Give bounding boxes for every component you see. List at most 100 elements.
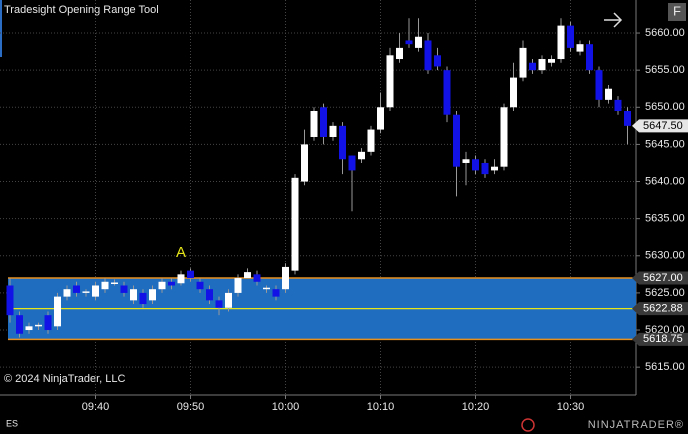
x-tick-label: 10:00 xyxy=(272,401,300,413)
candle-body xyxy=(139,292,147,305)
candle-body xyxy=(291,177,299,271)
price-tag-label: 5622.88 xyxy=(643,303,683,315)
candle-body xyxy=(529,62,536,71)
price-tag xyxy=(632,332,688,346)
candle-body xyxy=(82,291,90,293)
candle-body xyxy=(187,270,194,279)
candle-body xyxy=(339,125,346,160)
candle-body xyxy=(329,125,337,137)
candle-body xyxy=(538,59,546,71)
candle-body xyxy=(453,114,460,167)
candle-body xyxy=(35,324,42,327)
y-tick-label: 5635.00 xyxy=(645,213,685,225)
candle-body xyxy=(263,287,270,290)
y-tick-label: 5655.00 xyxy=(645,64,685,76)
candle-body xyxy=(63,289,71,297)
candle-body xyxy=(386,55,394,108)
candle-body xyxy=(310,111,318,137)
y-tick-label: 5640.00 xyxy=(645,175,685,187)
candle-body xyxy=(25,326,33,331)
candle-body xyxy=(234,278,242,293)
price-tag-label: 5618.75 xyxy=(643,333,683,345)
candle-body xyxy=(301,144,308,182)
candle-body xyxy=(130,289,137,301)
candle-body xyxy=(320,107,327,137)
candle-body xyxy=(282,266,289,290)
candle-body xyxy=(206,289,213,301)
candle-body xyxy=(434,55,441,67)
candle-body xyxy=(348,155,356,171)
candle-body xyxy=(415,36,422,48)
candle-body xyxy=(6,285,14,316)
nav-arrow[interactable] xyxy=(604,12,623,28)
candle-body xyxy=(196,281,204,290)
candle-body xyxy=(614,99,622,112)
candle-body xyxy=(595,70,603,100)
candle-body xyxy=(272,289,280,297)
candle-body xyxy=(149,289,156,301)
candle-body xyxy=(567,25,574,48)
candle-body xyxy=(253,274,261,282)
price-tag xyxy=(632,302,688,316)
y-tick-label: 5630.00 xyxy=(645,250,685,262)
price-tag xyxy=(632,119,688,133)
candle-body xyxy=(481,162,489,175)
candle-body xyxy=(548,59,555,63)
candle-body xyxy=(54,296,61,327)
candle-body xyxy=(500,107,508,167)
candle-body xyxy=(101,281,109,290)
logo: NINJATRADER® xyxy=(588,419,684,431)
candle-body xyxy=(576,44,584,52)
candle-body xyxy=(358,151,365,160)
chart-title: Tradesight Opening Range Tool xyxy=(4,4,159,16)
candle-body xyxy=(510,77,517,108)
candle-body xyxy=(491,166,498,171)
price-tag-label: 5647.50 xyxy=(643,120,683,132)
candle-body xyxy=(168,281,175,286)
y-tick-label: 5645.00 xyxy=(645,138,685,150)
candle-body xyxy=(424,40,432,71)
candle-body xyxy=(377,107,384,130)
x-tick-label: 09:50 xyxy=(177,401,205,413)
button-label[interactable]: F xyxy=(673,3,681,18)
candle-body xyxy=(405,40,413,45)
candle-body xyxy=(73,285,80,293)
candle-body xyxy=(519,47,527,78)
candle-body xyxy=(396,47,403,60)
candle-body xyxy=(443,70,451,115)
x-tick-label: 10:20 xyxy=(462,401,490,413)
candle-body xyxy=(215,300,223,308)
candle-body xyxy=(225,292,232,308)
candle-body xyxy=(605,88,612,100)
y-tick-label: 5615.00 xyxy=(645,361,685,373)
candle-body xyxy=(586,44,593,71)
y-tick-label: 5625.00 xyxy=(645,287,685,299)
price-tag xyxy=(632,271,688,285)
candle-body xyxy=(158,281,166,290)
candle-body xyxy=(624,111,631,126)
x-tick-label: 09:40 xyxy=(82,401,110,413)
x-tick-label: 10:10 xyxy=(367,401,395,413)
candle-body xyxy=(367,129,375,152)
arrow-head xyxy=(613,12,623,28)
instrument: ES xyxy=(6,418,18,428)
candle-body xyxy=(92,285,99,297)
candle-body xyxy=(111,282,118,284)
candle-body xyxy=(44,315,52,331)
candle-body xyxy=(177,274,185,284)
candle-body xyxy=(16,315,23,334)
button-box[interactable] xyxy=(668,3,686,21)
candle-body xyxy=(120,285,128,293)
candle-body xyxy=(462,159,470,163)
x-tick-label: 10:30 xyxy=(557,401,585,413)
candle-body xyxy=(557,25,565,60)
candle-body xyxy=(472,159,479,171)
logo-icon xyxy=(521,418,535,432)
copyright: © 2024 NinjaTrader, LLC xyxy=(4,373,125,385)
candle-body xyxy=(244,272,251,279)
annotation: A xyxy=(176,244,186,261)
y-tick-label: 5650.00 xyxy=(645,101,685,113)
y-tick-label: 5660.00 xyxy=(645,27,685,39)
